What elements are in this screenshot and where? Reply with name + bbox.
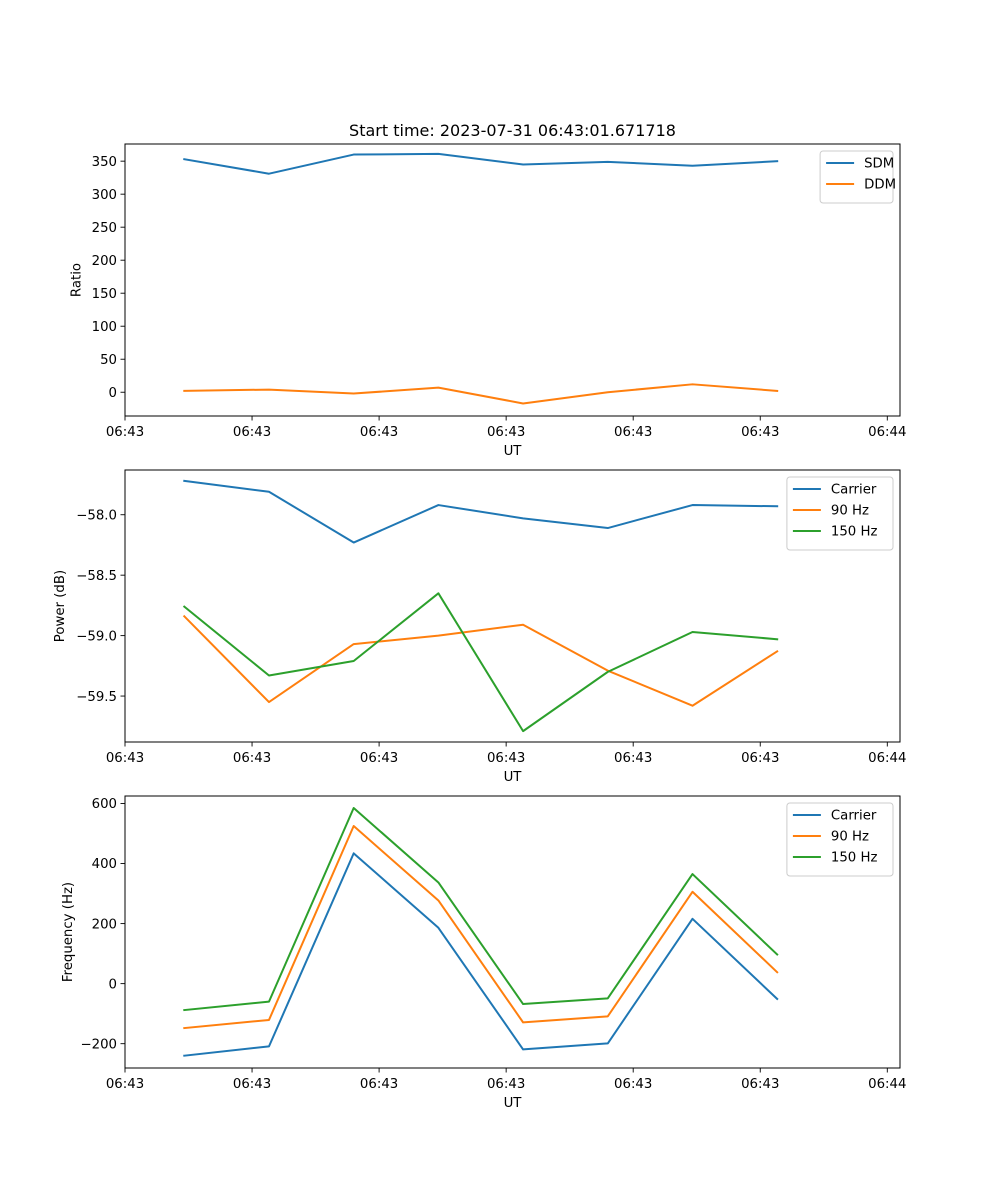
x-tick-label: 06:43 bbox=[106, 751, 144, 766]
legend-label: 90 Hz bbox=[831, 504, 869, 519]
x-tick-label: 06:44 bbox=[868, 751, 906, 766]
x-tick-label: 06:43 bbox=[487, 425, 525, 440]
legend-label: SDM bbox=[864, 157, 894, 172]
legend-label: 150 Hz bbox=[831, 851, 878, 866]
legend-label: Carrier bbox=[831, 809, 877, 824]
y-tick-label: 50 bbox=[100, 353, 117, 368]
y-axis-label: Ratio bbox=[69, 263, 84, 297]
series-line-sdm bbox=[183, 152, 779, 175]
x-tick-label: 06:43 bbox=[487, 1077, 525, 1092]
y-tick-label: −200 bbox=[80, 1037, 117, 1052]
series-line-150-hz bbox=[183, 807, 779, 1012]
legend-label: 150 Hz bbox=[831, 525, 878, 540]
series-line-ddm bbox=[183, 383, 779, 405]
axes-frame bbox=[124, 795, 901, 1069]
y-tick-label: 100 bbox=[92, 320, 117, 335]
x-axis-label: UT bbox=[504, 770, 523, 785]
y-tick-label: 200 bbox=[92, 917, 117, 932]
y-tick-label: 150 bbox=[92, 287, 117, 302]
x-tick-label: 06:43 bbox=[741, 1077, 779, 1092]
y-tick-label: 400 bbox=[92, 857, 117, 872]
legend: Carrier 90 Hz 150 Hz bbox=[786, 476, 894, 551]
y-tick-label: 350 bbox=[92, 155, 117, 170]
y-tick-label: −58.0 bbox=[76, 508, 117, 523]
y-tick-label: −58.5 bbox=[76, 569, 117, 584]
subplot-frequency: 06:43 06:43 06:43 06:43 06:43 06:43 06:44 −200… bbox=[61, 795, 906, 1111]
subplot-power: 06:43 06:43 06:43 06:43 06:43 06:43 06:44 −58.… bbox=[53, 469, 906, 785]
y-axis-label: Frequency (Hz) bbox=[61, 882, 76, 982]
series-line-90-hz bbox=[183, 825, 779, 1030]
axes-frame bbox=[124, 143, 901, 417]
y-tick-label: −59.0 bbox=[76, 629, 117, 644]
subplot-ratio: 06:43 06:43 06:43 06:43 06:43 06:43 06:44 0 50 1… bbox=[69, 143, 906, 459]
x-tick-label: 06:43 bbox=[233, 751, 271, 766]
series-line-carrier bbox=[183, 852, 779, 1057]
legend-label: 90 Hz bbox=[831, 830, 869, 845]
x-tick-label: 06:43 bbox=[741, 425, 779, 440]
series-line-90-hz bbox=[182, 614, 779, 707]
x-tick-label: 06:43 bbox=[741, 751, 779, 766]
x-tick-label: 06:43 bbox=[106, 1077, 144, 1092]
y-tick-label: −59.5 bbox=[76, 690, 117, 705]
legend-label: Carrier bbox=[831, 483, 877, 498]
x-tick-label: 06:43 bbox=[360, 425, 398, 440]
x-tick-label: 06:43 bbox=[614, 425, 652, 440]
y-tick-label: 300 bbox=[92, 188, 117, 203]
legend: SDM DDM bbox=[819, 150, 896, 204]
x-tick-label: 06:44 bbox=[868, 425, 906, 440]
x-tick-label: 06:43 bbox=[360, 1077, 398, 1092]
x-tick-label: 06:43 bbox=[614, 1077, 652, 1092]
x-tick-label: 06:43 bbox=[614, 751, 652, 766]
x-axis-label: UT bbox=[504, 444, 523, 459]
y-tick-label: 200 bbox=[92, 254, 117, 269]
series-line-150-hz bbox=[182, 592, 779, 733]
y-axis-label: Power (dB) bbox=[53, 570, 68, 642]
axes-frame bbox=[124, 469, 901, 743]
x-axis-label: UT bbox=[504, 1096, 523, 1111]
series-line-carrier bbox=[183, 479, 779, 544]
x-tick-label: 06:44 bbox=[868, 1077, 906, 1092]
y-tick-label: 600 bbox=[92, 797, 117, 812]
x-tick-label: 06:43 bbox=[360, 751, 398, 766]
y-tick-label: 0 bbox=[109, 386, 117, 401]
x-tick-label: 06:43 bbox=[487, 751, 525, 766]
legend: Carrier 90 Hz 150 Hz bbox=[786, 802, 894, 877]
y-tick-label: 250 bbox=[92, 221, 117, 236]
x-tick-label: 06:43 bbox=[106, 425, 144, 440]
figure-title: Start time: 2023-07-31 06:43:01.671718 bbox=[349, 121, 676, 140]
x-tick-label: 06:43 bbox=[233, 1077, 271, 1092]
legend-label: DDM bbox=[864, 178, 896, 193]
y-tick-label: 0 bbox=[109, 977, 117, 992]
x-tick-label: 06:43 bbox=[233, 425, 271, 440]
